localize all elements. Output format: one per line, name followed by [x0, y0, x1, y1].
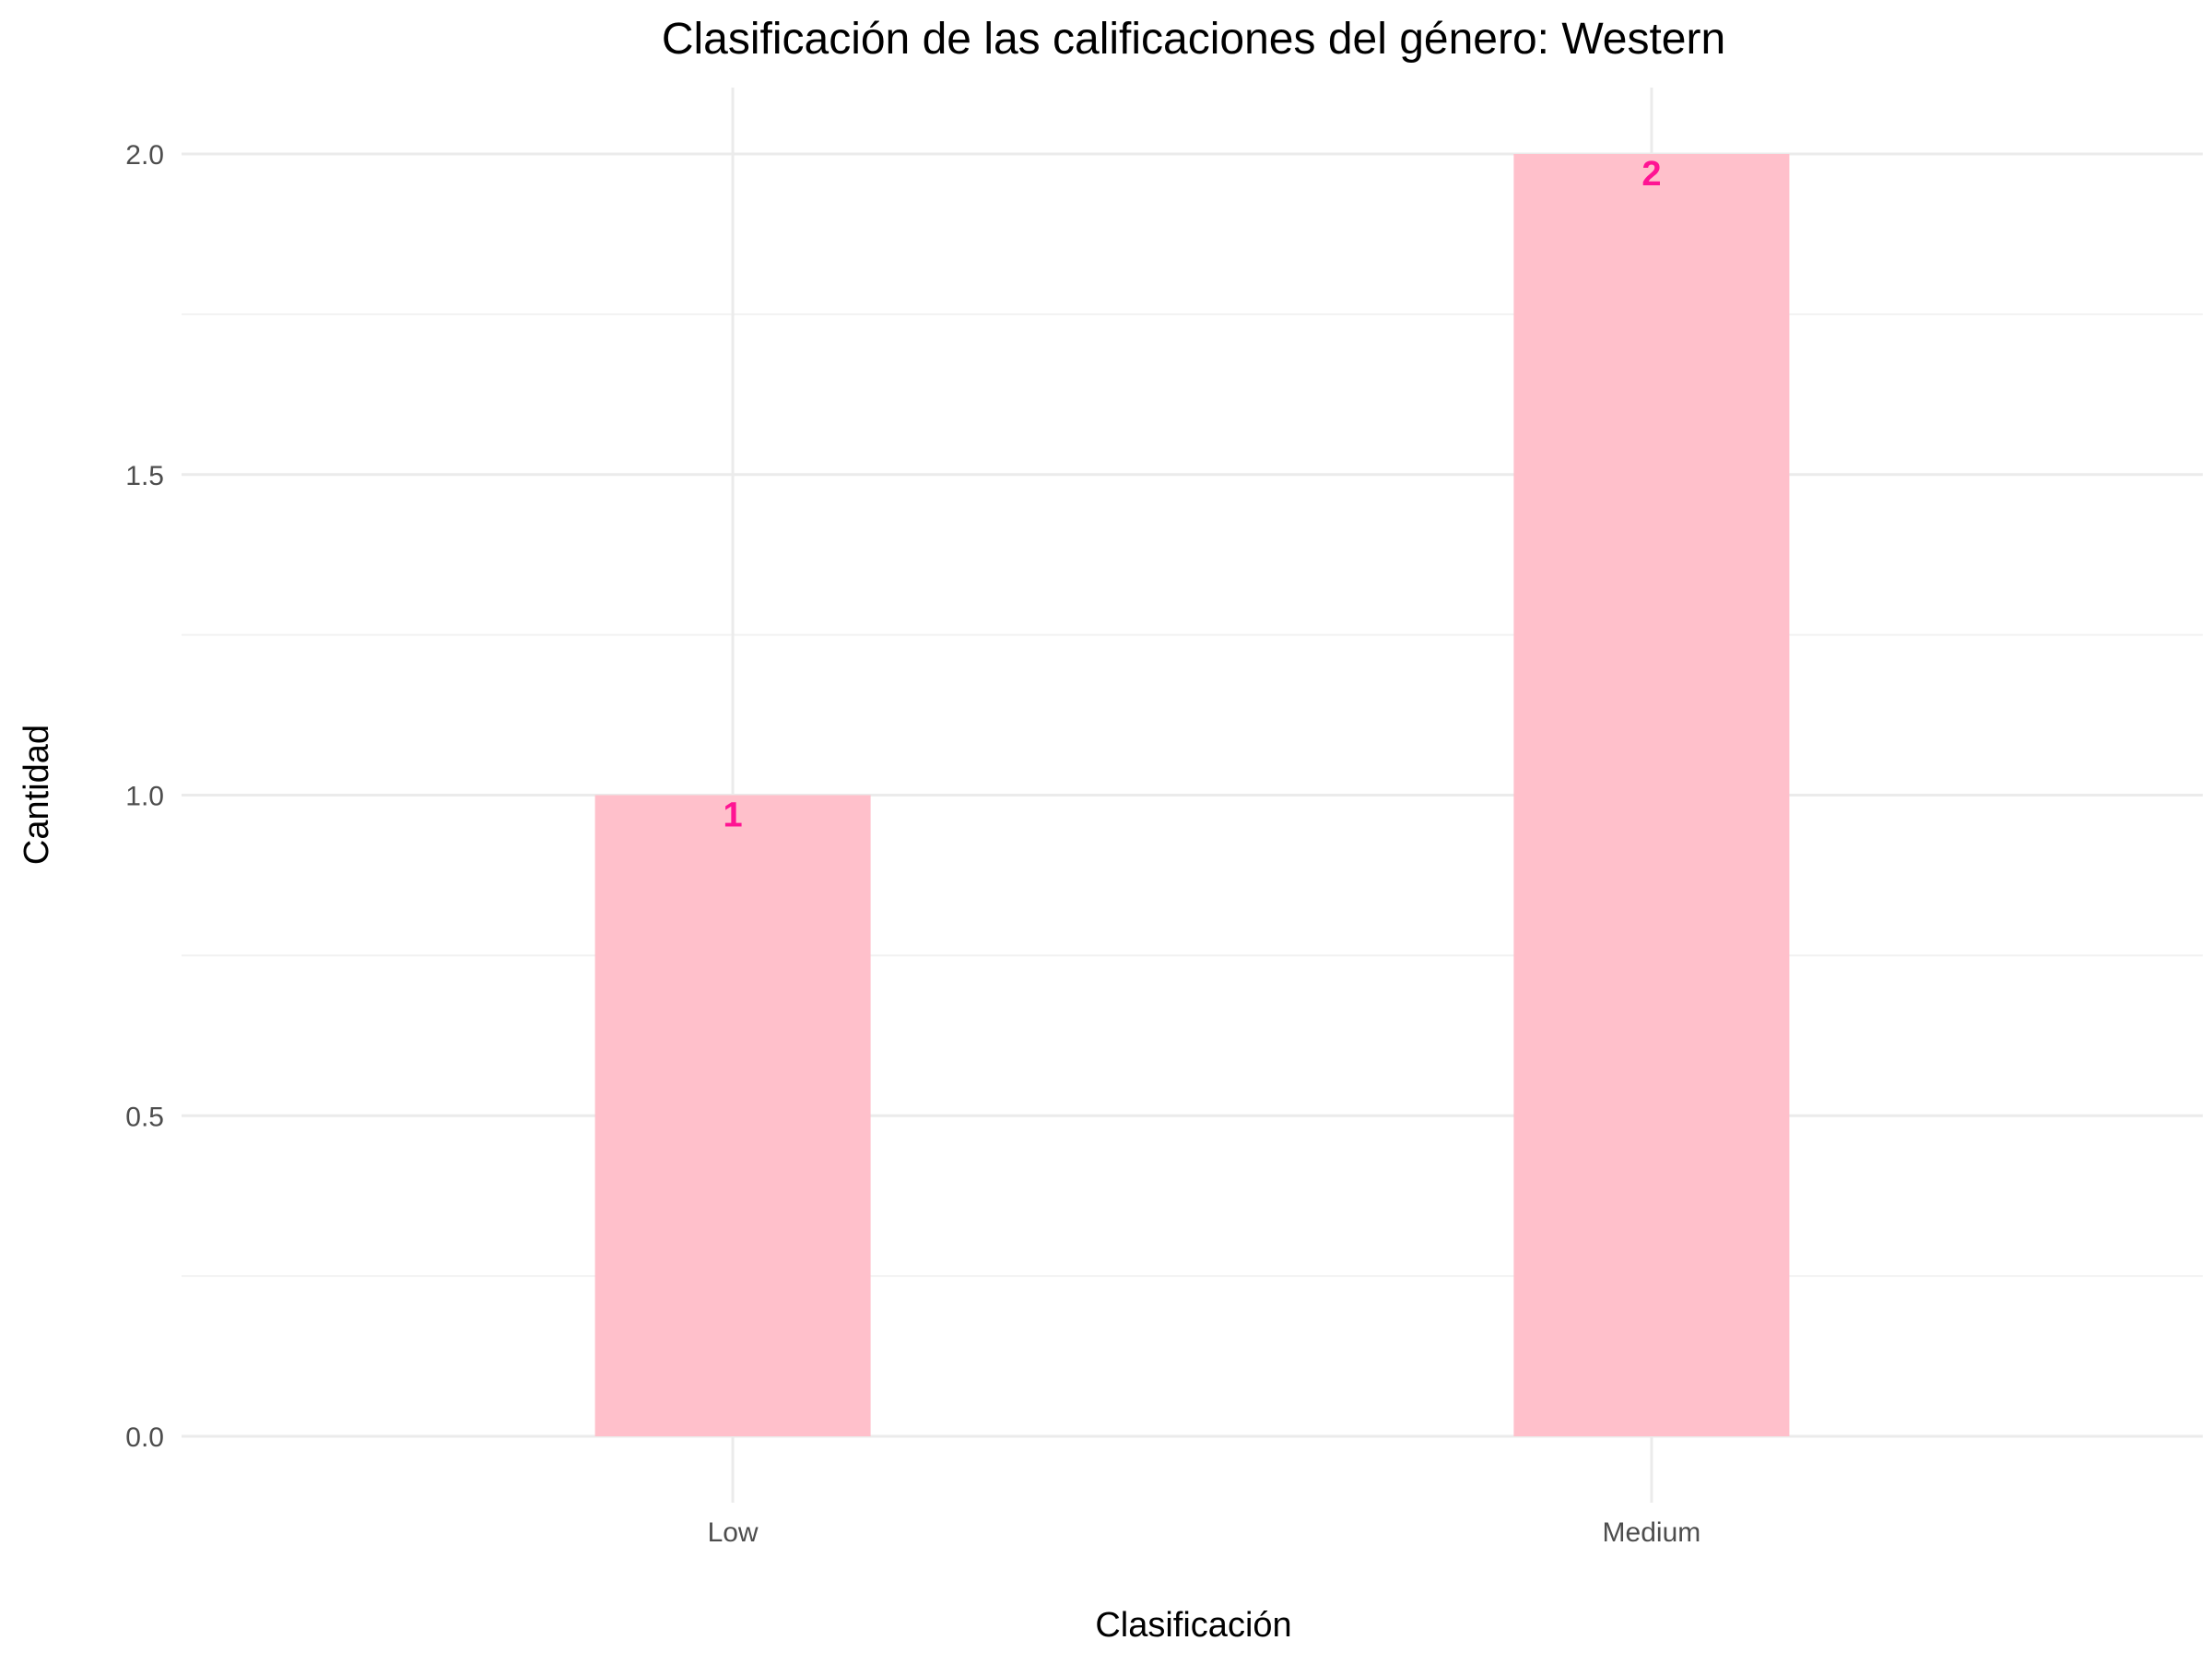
chart-title: Clasificación de las calificaciones del … [662, 15, 1725, 64]
y-axis-title: Cantidad [18, 725, 56, 865]
x-tick-label: Medium [1603, 1517, 1701, 1548]
y-tick-label: 1.5 [125, 461, 164, 491]
x-tick-label: Low [708, 1517, 759, 1548]
x-axis-title: Clasificación [1095, 1606, 1291, 1645]
data-labels: 12 [724, 155, 1662, 835]
y-tick-label: 0.0 [125, 1422, 164, 1453]
y-axis-ticks: 0.0 0.5 1.0 1.5 2.0 [125, 140, 164, 1453]
x-axis-ticks: Low Medium [708, 1517, 1701, 1548]
bar-medium [1513, 154, 1790, 1436]
data-label-medium: 2 [1641, 155, 1661, 194]
y-tick-label: 1.0 [125, 782, 164, 812]
bars [594, 154, 1790, 1436]
y-tick-label: 0.5 [125, 1102, 164, 1132]
bar-low [594, 795, 871, 1436]
data-label-low: 1 [724, 797, 743, 835]
y-tick-label: 2.0 [125, 140, 164, 171]
grid-lines [182, 88, 2203, 1503]
